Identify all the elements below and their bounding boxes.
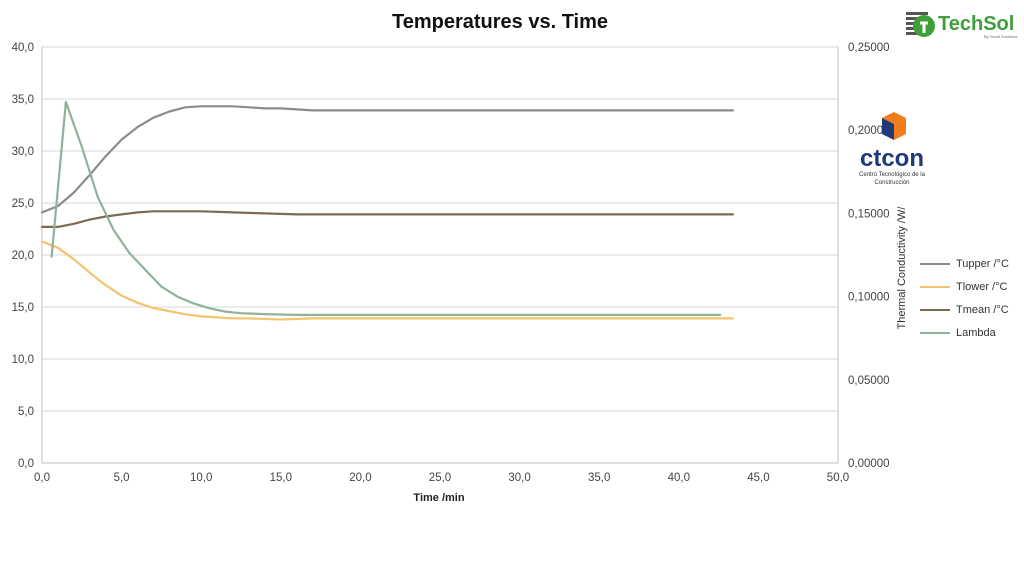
y-right-tick-label: 0,20000 (848, 125, 890, 137)
legend-label-lambda: Lambda (956, 326, 996, 339)
ctcon-subtitle-line2: Construcción (874, 180, 909, 186)
legend-item-tlower: Tlower /°C (920, 275, 1009, 298)
x-tick-label: 25,0 (429, 472, 451, 484)
y-left-tick-label: 5,0 (18, 406, 34, 418)
y-right-tick-label: 0,00000 (848, 458, 890, 470)
y-right-tick-label: 0,15000 (848, 208, 890, 220)
ctcon-name: ctcon (860, 145, 924, 172)
y-left-tick-label: 15,0 (12, 302, 34, 314)
right-axis-label: Thermal Conductivity /W/ (896, 206, 908, 330)
y-right-tick-label: 0,05000 (848, 375, 890, 387)
techsol-name: TechSol (938, 13, 1014, 35)
legend-item-tmean: Tmean /°C (920, 298, 1009, 321)
x-axis-label: Time /min (413, 492, 464, 504)
x-tick-label: 30,0 (508, 472, 530, 484)
legend-swatch-tmean (920, 308, 950, 311)
y-left-tick-label: 25,0 (12, 198, 34, 210)
y-left-tick-label: 40,0 (12, 42, 34, 54)
legend-swatch-tupper (920, 262, 950, 265)
grid-lines (42, 46, 838, 412)
y-left-tick-label: 35,0 (12, 94, 34, 106)
x-tick-label: 20,0 (349, 472, 371, 484)
y-right-tick-label: 0,10000 (848, 292, 890, 304)
legend-label-tmean: Tmean /°C (956, 303, 1009, 316)
x-tick-label: 10,0 (190, 472, 212, 484)
chart-title: Temperatures vs. Time (391, 11, 609, 33)
series-line-tlower (40, 240, 735, 321)
legend: Tupper /°C Tlower /°C Tmean /°C Lambda (920, 252, 1009, 344)
y-right-tick-label: 0,25000 (848, 42, 890, 54)
techsol-emblem-icon (906, 12, 935, 37)
ctcon-cube-icon (882, 112, 906, 140)
series-line-lambda (50, 100, 722, 316)
y-left-tick-label: 10,0 (12, 354, 34, 366)
series-line-tupper (40, 105, 735, 214)
series-line-tmean (40, 210, 735, 228)
ctcon-subtitle-line1: Centro Tecnológico de la (859, 172, 926, 178)
axes (41, 47, 839, 464)
y-left-tick-label: 30,0 (12, 146, 34, 158)
y-left-tick-label: 0,0 (18, 458, 34, 470)
x-tick-label: 40,0 (668, 472, 690, 484)
legend-label-tupper: Tupper /°C (956, 257, 1009, 270)
series-lines (40, 100, 735, 321)
x-tick-label: 45,0 (747, 472, 769, 484)
legend-label-tlower: Tlower /°C (956, 280, 1008, 293)
techsol-tagline: By Great Solutions (984, 34, 1017, 39)
ctcon-logo: ctcon Centro Tecnológico de la Construcc… (859, 112, 926, 186)
legend-swatch-lambda (920, 331, 950, 334)
legend-item-tupper: Tupper /°C (920, 252, 1009, 275)
techsol-logo: TechSol By Great Solutions (906, 12, 1017, 39)
legend-item-lambda: Lambda (920, 321, 1009, 344)
x-tick-label: 0,0 (34, 472, 50, 484)
x-tick-label: 15,0 (270, 472, 292, 484)
x-tick-label: 35,0 (588, 472, 610, 484)
y-left-tick-label: 20,0 (12, 250, 34, 262)
legend-swatch-tlower (920, 285, 950, 288)
tick-labels: 0,0 5,0 10,0 15,0 20,0 25,0 30,0 35,0 40,0 0,0000… (12, 42, 890, 484)
x-tick-label: 50,0 (827, 472, 849, 484)
x-tick-label: 5,0 (114, 472, 130, 484)
